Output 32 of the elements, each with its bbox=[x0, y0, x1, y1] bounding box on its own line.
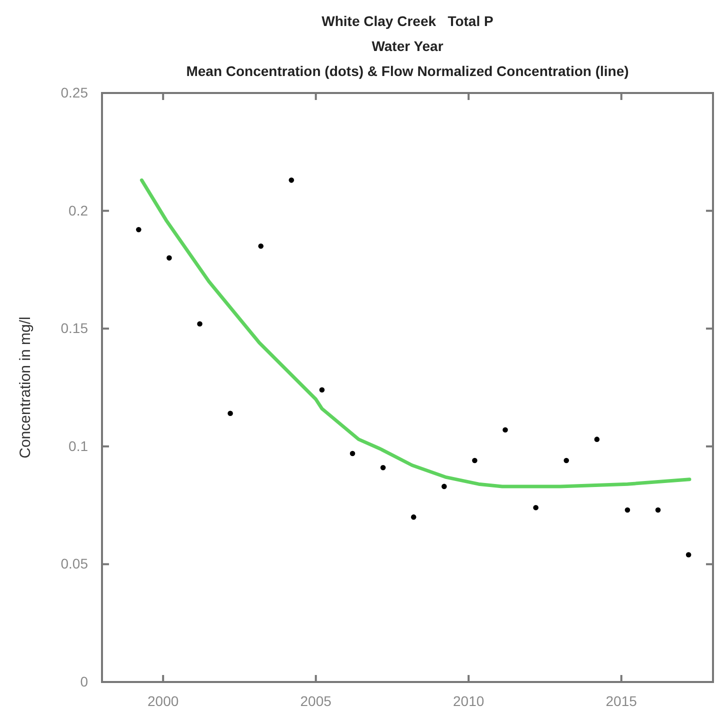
y-tick-label: 0 bbox=[80, 673, 88, 690]
point bbox=[624, 507, 630, 513]
point bbox=[442, 484, 447, 490]
point bbox=[350, 450, 356, 456]
x-tick-label: 2010 bbox=[453, 692, 484, 709]
y-tick-label: 0.15 bbox=[60, 320, 88, 336]
y-tick-label: 0.1 bbox=[68, 438, 88, 454]
line-series bbox=[140, 178, 692, 488]
point bbox=[197, 321, 202, 327]
y-tick-label: 0.25 bbox=[60, 84, 88, 100]
point bbox=[410, 514, 416, 520]
point bbox=[686, 552, 692, 558]
point bbox=[228, 410, 233, 416]
point bbox=[502, 427, 508, 433]
point bbox=[288, 178, 294, 183]
point bbox=[380, 464, 386, 470]
x-tick-label: 2015 bbox=[606, 692, 638, 709]
point bbox=[594, 436, 600, 442]
point bbox=[564, 458, 570, 464]
y-tick-label: 0.05 bbox=[60, 556, 88, 572]
point bbox=[166, 255, 172, 261]
point bbox=[655, 507, 661, 513]
point bbox=[533, 505, 538, 510]
chart-title: White Clay Creek Total P Water Year Mean Concentration (dots) & Flow Normalized Concentration (line) bbox=[186, 13, 629, 79]
point bbox=[472, 458, 478, 464]
y-axis-title: Concentration in mg/l bbox=[17, 316, 34, 458]
y-tick-label: 0.2 bbox=[68, 202, 88, 218]
x-tick-label: 2005 bbox=[300, 692, 332, 709]
x-tick-label: 2000 bbox=[148, 692, 179, 709]
point bbox=[319, 387, 325, 392]
point bbox=[136, 227, 142, 232]
point bbox=[258, 244, 264, 249]
